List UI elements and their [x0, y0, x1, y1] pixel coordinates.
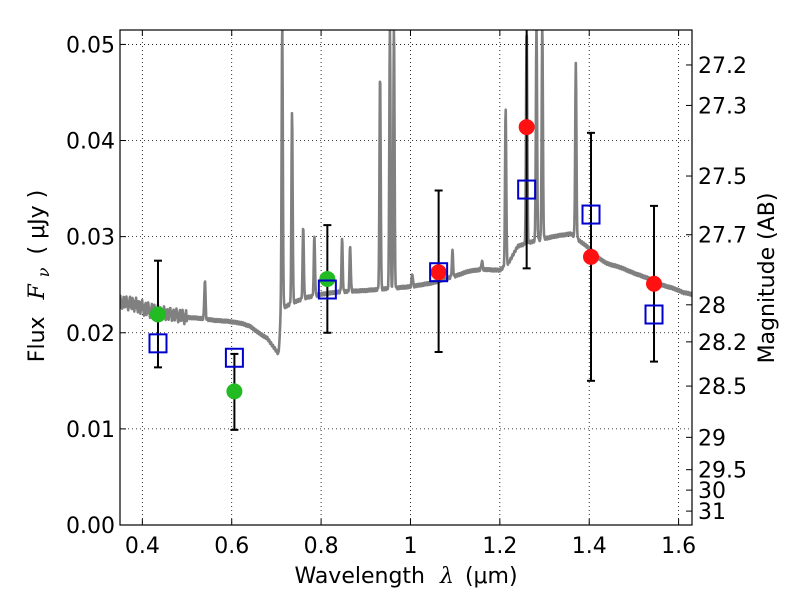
observed-point: [430, 264, 447, 281]
y-tick-label: 0.01: [66, 418, 115, 443]
x-tick-label: 0.8: [304, 534, 339, 559]
x-tick-label: 1.6: [661, 534, 696, 559]
magnitude-axis-label: Magnitude (AB): [755, 193, 780, 364]
magnitude-tick-label: 27.3: [698, 94, 747, 119]
y-tick-label: 0.00: [66, 514, 115, 539]
observed-point: [149, 306, 166, 323]
magnitude-tick-label: 27.2: [698, 54, 747, 79]
observed-point: [226, 383, 243, 400]
observed-point: [583, 248, 600, 265]
error-bars: [153, 30, 659, 431]
y-tick-label: 0.02: [66, 322, 115, 347]
magnitude-tick-label: 29: [698, 426, 726, 451]
magnitude-tick-label: 27.7: [698, 224, 747, 249]
x-tick-label: 0.4: [125, 534, 160, 559]
model-point: [224, 347, 244, 368]
model-point: [644, 304, 664, 325]
magnitude-tick-label: 31: [698, 500, 726, 525]
x-axis-ticks: 0.4 0.6 0.8 1 1.2 1.4 1.6: [125, 30, 696, 559]
model-photometry: [148, 179, 664, 368]
x-tick-label: 0.6: [214, 534, 249, 559]
spectrum-line: [120, 30, 692, 356]
gridlines: [120, 30, 692, 526]
observed-point: [319, 270, 336, 287]
error-bar: [522, 30, 531, 270]
observed-photometry: [149, 119, 663, 400]
magnitude-tick-label: 27.5: [698, 165, 747, 190]
observed-point: [518, 119, 535, 136]
model-point: [517, 179, 537, 200]
y-axis-ticks: 0.00 0.01 0.02 0.03 0.04 0.05: [66, 33, 126, 539]
y-tick-label: 0.05: [66, 33, 115, 58]
magnitude-tick-label: 28.5: [698, 375, 747, 400]
observed-point: [646, 275, 663, 292]
x-axis-label: Wavelength λ (μm): [294, 564, 517, 589]
x-tick-label: 1.4: [572, 534, 607, 559]
magnitude-tick-label: 28: [698, 294, 726, 319]
magnitude-tick-label: 30: [698, 479, 726, 504]
x-tick-label: 1: [403, 534, 417, 559]
model-point: [148, 333, 168, 354]
magnitude-tick-label: 28.2: [698, 331, 747, 356]
y-tick-label: 0.03: [66, 226, 115, 251]
magnitude-tick-label: 29.5: [698, 459, 747, 484]
y-tick-label: 0.04: [66, 130, 115, 155]
plot-border: [119, 29, 693, 526]
plot-frame: [119, 29, 693, 526]
model-point: [581, 204, 601, 225]
x-tick-label: 1.2: [482, 534, 517, 559]
y-axis-label: Flux F ν ( μJy ): [25, 190, 55, 362]
model-point: [429, 262, 449, 283]
model-point: [317, 279, 337, 300]
model-spectrum: [120, 30, 692, 356]
